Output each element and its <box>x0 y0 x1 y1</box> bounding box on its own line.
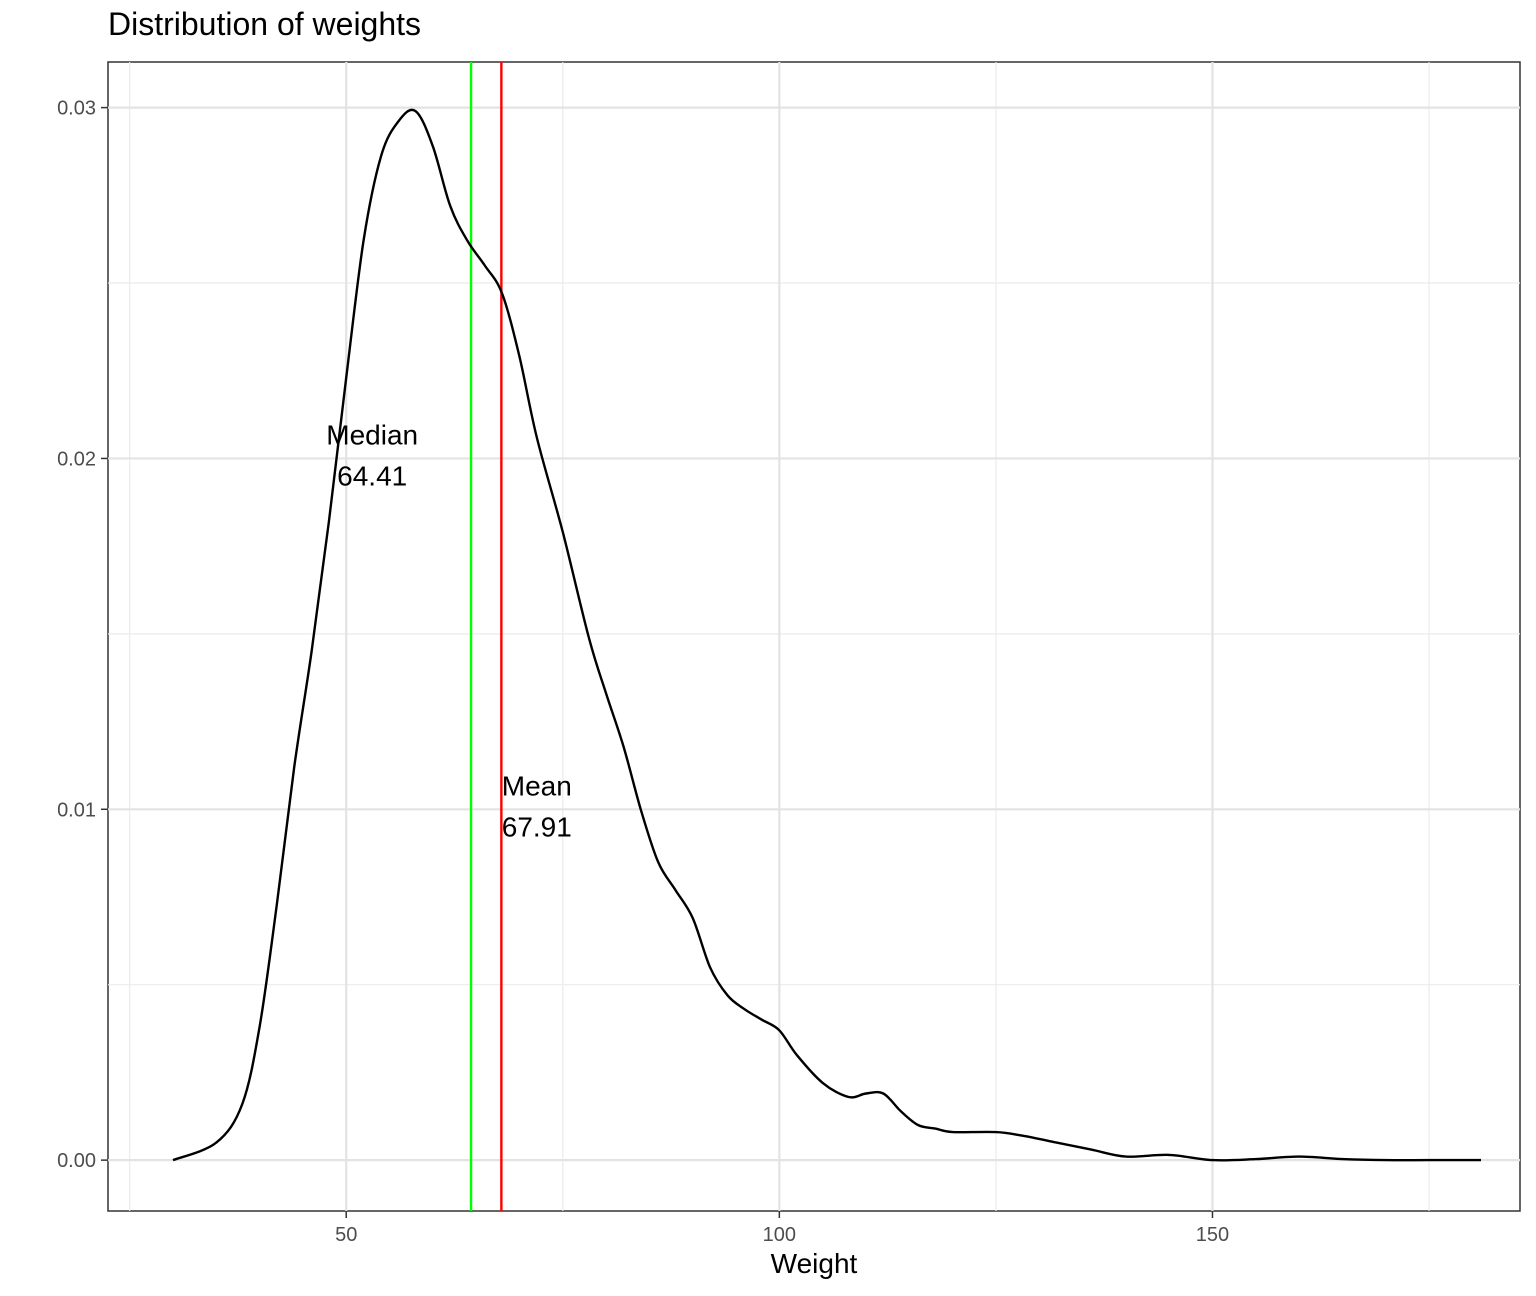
annotations: Median 64.41 Mean 67.91 <box>326 419 572 842</box>
y-tick-label: 0.02 <box>57 448 96 470</box>
density-curve <box>172 108 1481 1162</box>
x-axis-label: Weight <box>770 1248 858 1279</box>
density-curve-group <box>172 108 1481 1162</box>
y-tick-label: 0.01 <box>57 799 96 821</box>
median-annotation-line: Median <box>326 419 418 450</box>
chart-title: Distribution of weights <box>108 6 422 42</box>
y-tick-label: 0.03 <box>57 98 96 120</box>
x-tick-label: 100 <box>763 1224 796 1246</box>
median-annotation-line: 64.41 <box>337 460 407 491</box>
x-tick-label: 150 <box>1196 1224 1229 1246</box>
plot-panel <box>107 61 1521 1212</box>
grid-lines <box>108 62 1520 1211</box>
reference-lines <box>469 62 503 1211</box>
axis-ticks: 50 100 150 0.00 0.01 0.02 0.03 <box>57 98 1229 1246</box>
mean-annotation-line: 67.91 <box>502 811 572 842</box>
mean-annotation-line: Mean <box>502 770 572 801</box>
x-tick-label: 50 <box>335 1224 357 1246</box>
y-tick-label: 0.00 <box>57 1150 96 1172</box>
